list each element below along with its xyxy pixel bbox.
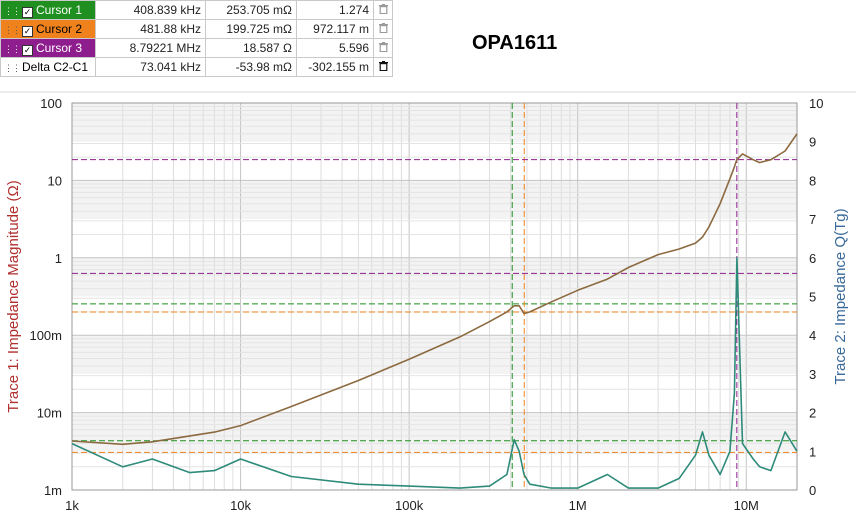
- x-tick-label: 1M: [569, 498, 587, 513]
- cursor-value: 972.117 m: [296, 19, 374, 39]
- cursor-table: ⋮⋮ ✓ Cursor 1 408.839 kHz 253.705 mΩ 1.274 ⋮⋮ ✓…: [0, 0, 393, 77]
- cursor-name-cell: ⋮⋮ ✓ Cursor 3: [0, 38, 96, 58]
- y-left-tick-label: 1m: [44, 483, 62, 498]
- cursor-value: -302.155 m: [296, 57, 374, 77]
- y-left-tick-label: 10m: [37, 406, 62, 421]
- y-right-tick-label: 1: [809, 444, 816, 459]
- y-right-tick-label: 4: [809, 328, 816, 343]
- y-left-tick-label: 10: [48, 173, 62, 188]
- drag-handle-icon[interactable]: ⋮⋮: [4, 5, 21, 16]
- grid-band: [72, 412, 797, 452]
- y-left-tick-label: 100m: [29, 328, 62, 343]
- x-tick-label: 10k: [230, 498, 251, 513]
- cursor-value: 1.274: [296, 0, 374, 20]
- y-right-tick-label: 3: [809, 367, 816, 382]
- y-right-tick-label: 2: [809, 406, 816, 421]
- cursor-name-cell: ⋮⋮ ✓ Cursor 1: [0, 0, 96, 20]
- trash-icon[interactable]: [373, 19, 393, 39]
- y-right-tick-label: 10: [809, 96, 823, 111]
- impedance-chart: 1k 10k 100k 1M 10M 1m 10m 100m 1 10 100 0 1 2 3 4 5 6 7 8 9 1…: [0, 91, 856, 513]
- trash-icon[interactable]: [373, 38, 393, 58]
- grid-band: [72, 180, 797, 220]
- cursor-value: 199.725 mΩ: [205, 19, 297, 39]
- cursor-name: Cursor 1: [36, 2, 83, 17]
- cursor-value: 253.705 mΩ: [205, 0, 297, 20]
- y-right-tick-label: 8: [809, 173, 816, 188]
- y-right-tick-label: 6: [809, 251, 816, 266]
- drag-handle-icon[interactable]: ⋮⋮: [4, 63, 21, 73]
- chart-title: OPA1611: [472, 32, 558, 54]
- grid-band: [72, 103, 797, 142]
- cursor-value: 408.839 kHz: [95, 0, 206, 20]
- cursor-name: Cursor 3: [36, 40, 83, 55]
- cursor-value: 481.88 kHz: [95, 19, 206, 39]
- cursor-name: Delta C2-C1: [22, 60, 89, 74]
- cursor-visible-checkbox[interactable]: ✓: [22, 25, 33, 37]
- trash-icon[interactable]: [373, 57, 393, 77]
- cursor-visible-checkbox[interactable]: ✓: [22, 44, 33, 56]
- y-right-tick-label: 7: [809, 212, 816, 227]
- trash-icon[interactable]: [373, 0, 393, 20]
- y-right-axis-label: Trace 2: Impedance Q(Tg): [832, 208, 849, 384]
- grid-band: [72, 335, 797, 374]
- cursor-name-cell: ⋮⋮ Delta C2-C1: [0, 57, 96, 77]
- cursor-row: ⋮⋮ ✓ Cursor 2 481.88 kHz 199.725 mΩ 972.117 m: [0, 19, 393, 39]
- y-left-tick-label: 100: [40, 96, 62, 111]
- y-right-tick-label: 5: [809, 290, 816, 305]
- cursor-row: ⋮⋮ ✓ Cursor 3 8.79221 MHz 18.587 Ω 5.596: [0, 38, 393, 58]
- cursor-name: Cursor 2: [36, 21, 83, 36]
- cursor-value: 8.79221 MHz: [95, 38, 206, 58]
- drag-handle-icon[interactable]: ⋮⋮: [4, 43, 21, 54]
- trace-2-line: [71, 257, 798, 489]
- plot-border: [71, 102, 798, 491]
- cursor-visible-checkbox[interactable]: ✓: [22, 6, 33, 18]
- x-tick-label: 10M: [734, 498, 759, 513]
- trace-1-line: [71, 133, 798, 446]
- cursor-value: 5.596: [296, 38, 374, 58]
- cursor-row: ⋮⋮ Delta C2-C1 73.041 kHz -53.98 mΩ -302.155…: [0, 57, 393, 77]
- grid-band: [72, 257, 797, 297]
- cursor-value: 18.587 Ω: [205, 38, 297, 58]
- x-tick-label: 1k: [65, 498, 79, 513]
- y-right-tick-label: 0: [809, 483, 816, 498]
- cursor-row: ⋮⋮ ✓ Cursor 1 408.839 kHz 253.705 mΩ 1.274: [0, 0, 393, 20]
- x-tick-label: 100k: [395, 498, 424, 513]
- drag-handle-icon[interactable]: ⋮⋮: [4, 24, 21, 35]
- y-right-tick-label: 9: [809, 135, 816, 150]
- y-left-axis-label: Trace 1: Impedance Magnitude (Ω): [5, 180, 22, 412]
- cursor-value: -53.98 mΩ: [205, 57, 297, 77]
- y-left-tick-label: 1: [55, 251, 62, 266]
- cursor-value: 73.041 kHz: [95, 57, 206, 77]
- cursor-name-cell: ⋮⋮ ✓ Cursor 2: [0, 19, 96, 39]
